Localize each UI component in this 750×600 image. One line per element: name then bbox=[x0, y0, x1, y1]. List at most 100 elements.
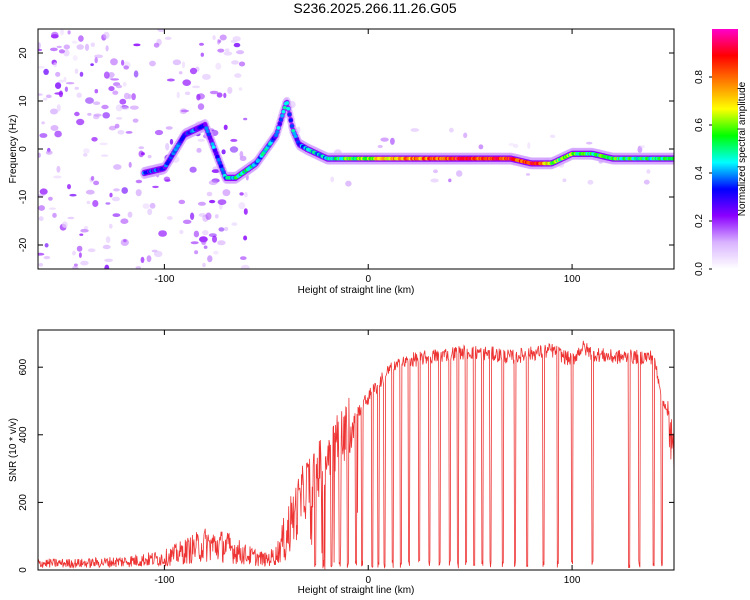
spectrogram-speckle bbox=[587, 179, 594, 185]
spectrogram-speckle bbox=[149, 60, 156, 67]
ridge-core bbox=[219, 164, 224, 168]
spectrogram-speckle bbox=[44, 243, 49, 248]
spectrogram-speckle bbox=[206, 191, 213, 197]
spectrogram-speckle bbox=[201, 238, 207, 246]
spectrogram-speckle bbox=[50, 125, 59, 131]
spectrogram-speckle bbox=[87, 248, 96, 253]
spectrogram-speckle bbox=[83, 153, 88, 157]
spectrogram-speckle bbox=[60, 29, 64, 36]
spectrogram-speckle bbox=[229, 146, 239, 153]
spectrogram-speckle bbox=[41, 121, 45, 125]
ridge-core bbox=[275, 130, 280, 134]
spectrogram-speckle bbox=[140, 256, 145, 263]
spectrogram-speckle bbox=[222, 189, 231, 197]
spectrogram-speckle bbox=[164, 36, 172, 40]
spectrogram-speckle bbox=[102, 244, 111, 250]
spectrogram-speckle bbox=[158, 230, 168, 237]
colorbar-tick-label: 0.4 bbox=[694, 166, 705, 180]
spectrogram-speckle bbox=[104, 258, 113, 262]
spectrogram-speckle bbox=[197, 103, 205, 110]
spectrogram-speckle bbox=[79, 233, 84, 236]
spectrogram-speckle bbox=[90, 175, 95, 181]
spectrogram-speckle bbox=[121, 187, 128, 194]
spectrogram-speckle bbox=[169, 138, 174, 145]
spectrogram-speckle bbox=[176, 91, 180, 99]
spectrogram-speckle bbox=[38, 42, 41, 49]
spectrogram-speckle bbox=[135, 189, 142, 197]
spectrogram-speckle bbox=[65, 82, 75, 85]
ridge-core bbox=[221, 170, 226, 175]
spectrogram-speckle bbox=[182, 79, 191, 86]
ridge-core bbox=[286, 106, 291, 111]
spectrogram-speckle bbox=[69, 193, 77, 197]
ridge-core bbox=[212, 148, 217, 153]
spectrogram-speckle bbox=[90, 63, 94, 66]
ridge-core bbox=[277, 122, 282, 126]
ridge-core bbox=[293, 134, 298, 139]
spectrogram-speckle bbox=[197, 138, 205, 142]
ridge-core bbox=[208, 135, 212, 140]
spectrogram-speckle bbox=[189, 166, 197, 173]
spectrogram-speckle bbox=[111, 196, 120, 202]
spectrogram-speckle bbox=[83, 148, 90, 154]
ridge-core bbox=[274, 133, 279, 137]
spectrogram-speckle bbox=[112, 90, 119, 95]
spectrogram-speckle bbox=[64, 86, 68, 92]
spectrogram-speckle bbox=[147, 154, 152, 159]
colorbar-tick-label: 0.6 bbox=[694, 118, 705, 132]
spectrogram-speckle bbox=[231, 222, 238, 226]
spectrogram-speckle bbox=[110, 78, 120, 81]
spectrogram-speckle bbox=[223, 124, 228, 130]
spectrogram-speckle bbox=[218, 227, 225, 232]
spectrogram-speckle bbox=[56, 104, 61, 112]
spectrogram-speckle bbox=[549, 134, 556, 138]
spectrogram-speckle bbox=[230, 138, 238, 142]
ridge-core bbox=[290, 124, 294, 128]
spectrogram-speckle bbox=[202, 73, 211, 80]
spectrogram-speckle bbox=[166, 78, 175, 82]
snr-data bbox=[38, 340, 674, 570]
spectrogram-speckle bbox=[223, 51, 233, 56]
spectrogram-speckle bbox=[197, 201, 206, 206]
spectrogram-speckle bbox=[74, 68, 79, 74]
ridge-core bbox=[215, 154, 220, 159]
spectrogram-speckle bbox=[208, 180, 218, 186]
spectrogram-speckle bbox=[227, 86, 233, 94]
spectrogram-speckle bbox=[478, 144, 484, 150]
spectrogram-speckle bbox=[152, 185, 159, 189]
spectrogram-speckle bbox=[129, 105, 139, 110]
spectrogram-speckle bbox=[85, 189, 95, 195]
spectrogram-speckle bbox=[131, 93, 136, 101]
spectrogram-speckle bbox=[93, 180, 100, 186]
spectrogram-speckle bbox=[180, 109, 189, 113]
spectrogram-speckle bbox=[62, 221, 68, 228]
spectrogram-speckle bbox=[217, 48, 225, 53]
spectrogram-speckle bbox=[133, 43, 141, 47]
spectrogram-speckle bbox=[189, 67, 198, 75]
spectrogram-speckle bbox=[100, 154, 109, 157]
spectrogram-speckle bbox=[43, 68, 49, 75]
spectrogram-speckle bbox=[103, 71, 110, 79]
spectrogram-speckle bbox=[123, 65, 129, 70]
spectrogram-speckle bbox=[76, 92, 82, 98]
spectrogram-speckle bbox=[166, 216, 173, 220]
spectrogram-speckle bbox=[105, 236, 111, 244]
spectrogram-speckle bbox=[45, 94, 52, 99]
spectrogram-speckle bbox=[120, 238, 129, 246]
spectrogram-ytick-label: 10 bbox=[18, 95, 29, 107]
spectrogram-speckle bbox=[214, 214, 219, 219]
spectrogram-speckle bbox=[182, 219, 192, 224]
spectrogram-speckle bbox=[127, 93, 132, 100]
ridge-core bbox=[217, 161, 222, 165]
colorbar-bar bbox=[712, 29, 738, 269]
spectrogram-speckle bbox=[58, 79, 65, 83]
spectrogram-speckle bbox=[205, 212, 212, 220]
spectrogram-speckle bbox=[202, 262, 206, 268]
spectrogram-speckle bbox=[377, 144, 383, 149]
spectrogram-speckle bbox=[233, 42, 241, 48]
spectrogram-speckle bbox=[127, 211, 133, 218]
spectrogram-speckle bbox=[193, 230, 200, 238]
spectrogram-speckle bbox=[165, 143, 170, 151]
spectrogram-speckle bbox=[114, 123, 120, 129]
spectrogram-speckle bbox=[74, 86, 79, 90]
